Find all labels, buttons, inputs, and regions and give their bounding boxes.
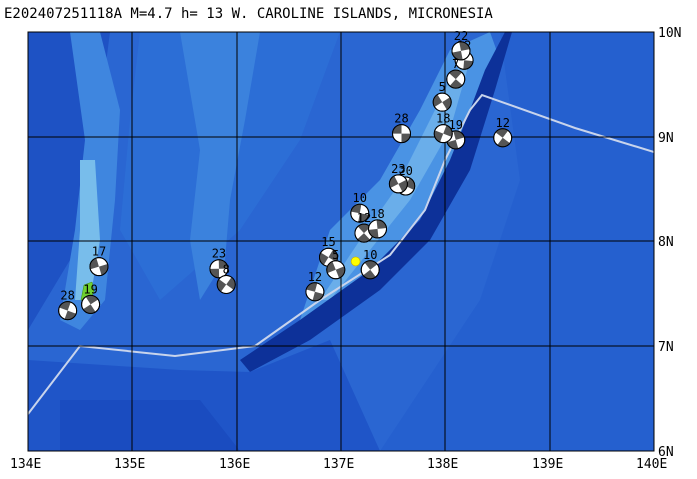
event-depth-label: 12 [308,270,322,284]
event-depth-label: 10 [353,191,367,205]
focal-mechanism: 8 [216,262,236,294]
beachball-quadrant [83,304,96,314]
beachball-quadrant [401,133,411,143]
beachball-quadrant [85,295,99,305]
beachball-quadrant [449,79,463,89]
lat-label: 9N [658,131,674,146]
event-depth-label: 5 [332,248,339,262]
focal-mechanism: 10 [360,248,380,280]
event-depth-label: 23 [391,162,405,176]
map-frame [27,31,655,452]
graticule [28,32,654,451]
lat-label: 10N [658,26,681,41]
beachball-quadrant [452,50,463,60]
beachball-quadrant [209,268,220,278]
focal-mechanism: 5 [432,80,452,112]
beachball-quadrant [497,137,510,147]
beachball-quadrant [350,204,362,214]
focal-mechanism: 10 [350,191,370,223]
focal-mechanism: 12 [305,270,325,302]
beachball-quadrant [357,233,371,243]
beachball-quadrant [405,177,415,190]
map-title: E202407251118A M=4.7 h= 13 W. CAROLINE I… [4,6,493,22]
lat-label: 8N [658,235,674,250]
focal-mechanism: 7 [446,57,466,89]
beachball-quadrant [433,94,443,107]
focal-mechanism: 12 [493,116,513,148]
event-depth-label: 19 [449,118,463,132]
event-depth-label: 10 [363,248,377,262]
latitude-labels: 10N 9N 8N 7N 6N [658,26,681,460]
plate-boundary [28,93,654,415]
event-depth-label: 28 [60,289,74,303]
event-depth-label: 17 [92,245,106,259]
beachball-quadrant [463,60,474,70]
event-depth-label: 12 [357,211,371,225]
beachball-quadrant [218,259,228,269]
focal-mechanism: 28 [58,289,78,321]
beachball-quadrant [358,213,369,223]
event-depth-label: 20 [398,164,412,178]
beachball-quadrant [217,279,227,292]
lon-label: 140E [636,457,667,472]
focal-mechanisms: 2812191851272220231012181551210238172819 [58,29,513,321]
focal-mechanism: 18 [368,207,388,239]
event-depth-label: 23 [212,247,226,261]
beachball-quadrant [319,252,329,265]
epicenter-marker [350,256,361,267]
focal-mechanism: 22 [451,29,471,61]
lon-label: 135E [114,457,145,472]
event-depth-label: 18 [436,112,450,126]
focal-mechanism: 23 [388,162,408,194]
beachball-quadrant [363,269,376,279]
event-depth-label: 28 [394,112,408,126]
beachball-quadrant [459,41,470,51]
event-depth-label: 22 [454,29,468,43]
beachball-quadrant [398,179,408,192]
event-depth-label: 18 [370,207,384,221]
event-depth-label: 15 [321,235,335,249]
beachball-quadrant [368,228,379,238]
beachball-quadrant [226,277,236,290]
focal-mechanism: 17 [89,245,109,277]
lon-label: 139E [532,457,563,472]
lon-label: 136E [219,457,250,472]
beachball-quadrant [449,70,462,80]
lon-label: 134E [10,457,41,472]
lon-label: 137E [323,457,354,472]
beachball-quadrant [376,219,387,229]
event-depth-label: 5 [439,80,446,94]
lon-label: 138E [427,457,458,472]
beachball-quadrant [328,249,338,262]
longitude-labels: 134E 135E 136E 137E 138E 139E 140E [10,457,667,472]
event-depth-label: 7 [452,57,459,71]
beachball-quadrant [495,128,509,138]
focal-mechanism: 19 [81,282,101,314]
beachball-quadrant [364,260,378,270]
focal-mechanism: 28 [392,112,412,144]
focal-mechanism: 23 [209,247,229,279]
event-depth-label: 19 [83,282,97,296]
focal-mechanism: 5 [326,248,346,280]
focal-mechanism: 18 [433,112,453,144]
beachball-quadrant [389,175,399,188]
lat-label: 6N [658,445,674,460]
event-depth-label: 12 [495,116,509,130]
beachball-quadrant [442,97,452,110]
lat-label: 7N [658,340,674,355]
beachball-quadrant [357,224,371,234]
beachball-quadrant [392,124,402,134]
event-depth-label: 8 [223,262,230,276]
